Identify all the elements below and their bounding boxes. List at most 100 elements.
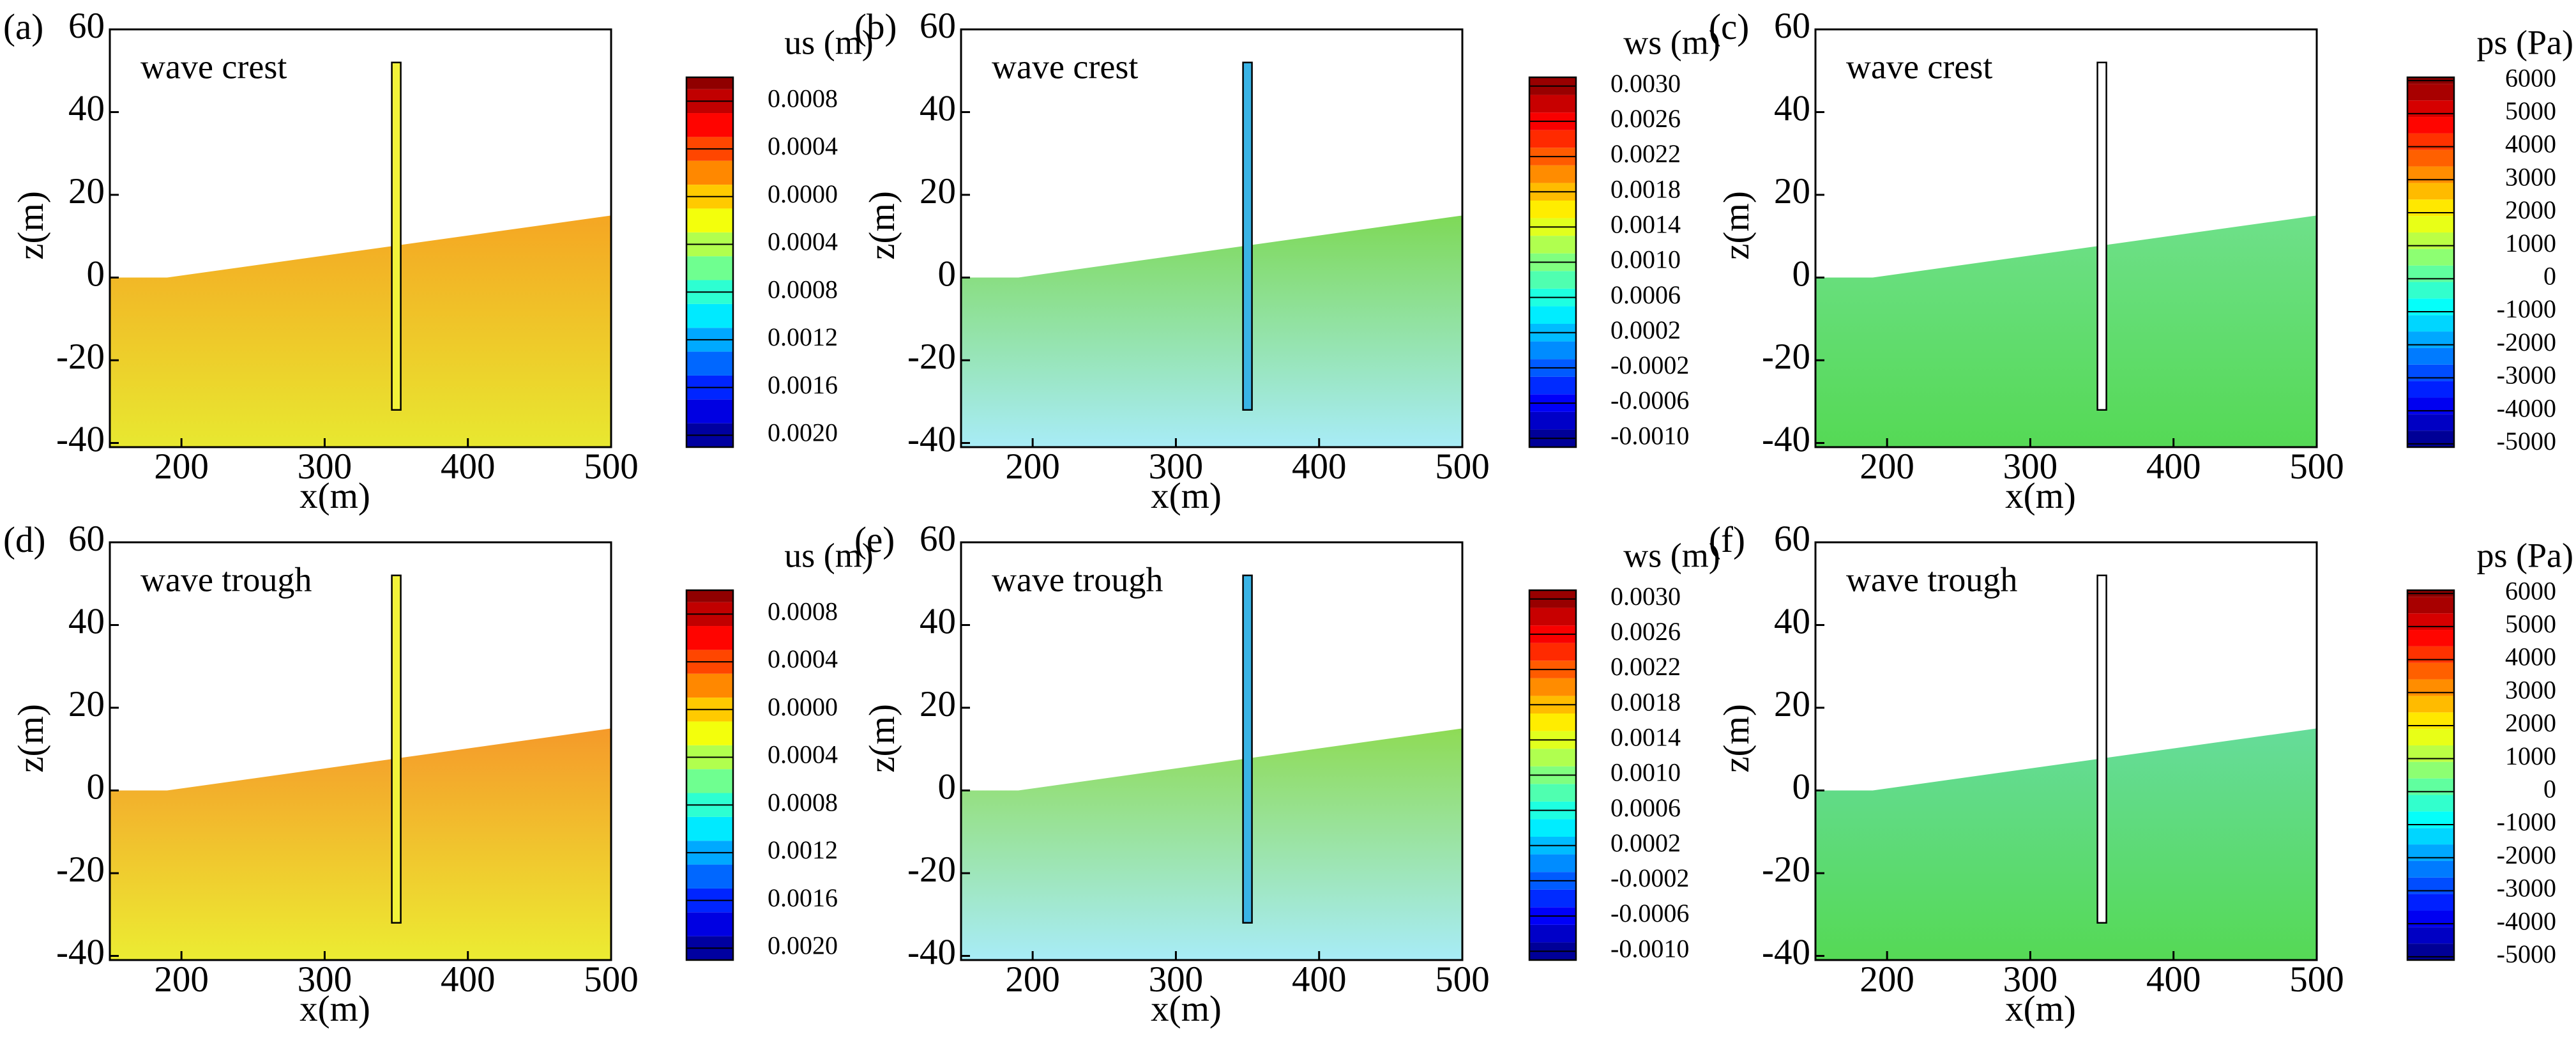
pile	[1242, 61, 1253, 411]
colorbar-tick-label: 4000	[2505, 643, 2556, 671]
colorbar-band	[1529, 130, 1576, 148]
colorbar-band	[2407, 117, 2454, 133]
colorbar-tick-label: -0.0002	[1610, 864, 1689, 892]
colorbar-tick-label: 0.0020	[768, 418, 838, 446]
colorbar-band	[1529, 306, 1576, 324]
panel-title: wave crest	[992, 47, 1138, 86]
colorbar-band	[686, 864, 733, 889]
colorbar-band	[2407, 133, 2454, 150]
y-tick-label: -40	[907, 933, 956, 973]
colorbar-band	[2407, 248, 2454, 266]
colorbar-band	[2407, 149, 2454, 167]
y-tick-label: 0	[87, 767, 105, 807]
colorbar-band	[2407, 662, 2454, 680]
plot-frame	[960, 28, 1464, 448]
colorbar-tick-label: 1000	[2505, 229, 2556, 257]
y-axis-label: z(m)	[862, 191, 902, 260]
colorbar-tick-label: -0.0002	[1610, 351, 1689, 379]
colorbar-tick-label: 0.0030	[1610, 582, 1681, 611]
colorbar-tick-label: 0.0002	[1610, 828, 1681, 857]
colorbar-band	[1529, 749, 1576, 767]
colorbar-band	[686, 673, 733, 698]
colorbar-band	[1529, 95, 1576, 113]
colorbar-tick-label: 5000	[2505, 609, 2556, 638]
colorbar-band	[686, 113, 733, 137]
y-tick-label: 0	[1792, 767, 1811, 807]
pile	[391, 61, 402, 411]
colorbar-label: ps (Pa)	[2477, 23, 2573, 61]
colorbar-band	[2407, 630, 2454, 646]
colorbar-tick-label: 1000	[2505, 742, 2556, 770]
y-tick-label: -20	[907, 337, 956, 377]
colorbar-tick-label: 6000	[2505, 63, 2556, 92]
colorbar-band	[2407, 298, 2454, 316]
x-tick-label: 400	[441, 959, 496, 1000]
x-tick-label: 500	[2289, 959, 2344, 1000]
colorbar-tick-label: 0.0002	[1610, 316, 1681, 344]
x-axis-label: x(m)	[299, 476, 370, 516]
y-tick-label: 0	[938, 767, 957, 807]
pile	[391, 574, 402, 924]
panel-title: wave trough	[140, 560, 312, 599]
colorbar-band	[1529, 411, 1576, 430]
colorbar-band	[2407, 877, 2454, 894]
colorbar-tick-label: -4000	[2497, 906, 2556, 935]
colorbar-frame	[685, 589, 734, 961]
y-tick-label: 40	[68, 89, 105, 129]
colorbar-band	[1529, 236, 1576, 254]
x-tick-label: 300	[1149, 446, 1204, 487]
colorbar-band	[2407, 729, 2454, 745]
x-axis-label: x(m)	[299, 989, 370, 1029]
panel-label: (b)	[854, 7, 897, 47]
colorbar-band	[2407, 828, 2454, 845]
colorbar-tick-label: 4000	[2505, 130, 2556, 158]
x-tick-label: 200	[154, 446, 209, 487]
plot-frame	[960, 541, 1464, 961]
field	[961, 215, 1462, 447]
colorbar-band	[2407, 943, 2454, 960]
y-tick-label: 60	[1774, 519, 1810, 559]
colorbar-band	[2407, 613, 2454, 630]
colorbar-band	[2407, 166, 2454, 183]
y-tick-label: 0	[938, 254, 957, 294]
y-tick-label: 40	[920, 89, 956, 129]
colorbar-band	[686, 303, 733, 328]
y-tick-label: 40	[1774, 89, 1810, 129]
y-tick-label: 20	[920, 171, 956, 211]
colorbar-band	[1529, 165, 1576, 183]
colorbar-tick-label: 0.0010	[1610, 758, 1681, 787]
x-axis-label: x(m)	[2005, 476, 2076, 516]
colorbar-tick-label: 5000	[2505, 96, 2556, 125]
field	[110, 215, 611, 447]
y-tick-label: -20	[56, 337, 105, 377]
colorbar-tick-label: -3000	[2497, 361, 2556, 390]
panel-title: wave crest	[140, 47, 287, 86]
colorbar-tick-label: -0.0006	[1610, 386, 1689, 415]
field	[1815, 728, 2317, 960]
panel-label: (c)	[1709, 7, 1749, 47]
y-tick-label: 40	[68, 602, 105, 642]
colorbar-band	[2407, 844, 2454, 861]
colorbar-band	[686, 160, 733, 185]
x-tick-label: 300	[298, 959, 352, 1000]
colorbar-tick-label: 0.0014	[1610, 210, 1681, 239]
colorbar-band	[2407, 778, 2454, 795]
colorbar-tick-label: 0.0022	[1610, 139, 1681, 168]
y-tick-label: 40	[920, 602, 956, 642]
colorbar-tick-label: 0.0004	[768, 740, 838, 769]
colorbar-band	[686, 77, 733, 89]
colorbar-band	[1529, 201, 1576, 218]
y-tick-label: -40	[907, 420, 956, 460]
colorbar-band	[1529, 643, 1576, 661]
colorbar-band	[2407, 431, 2454, 447]
colorbar-frame	[685, 76, 734, 448]
y-axis-label: z(m)	[862, 704, 902, 773]
colorbar-tick-label: 0.0014	[1610, 723, 1681, 752]
colorbar-tick-label: -4000	[2497, 393, 2556, 422]
colorbar-band	[2407, 811, 2454, 828]
colorbar-tick-label: 0.0012	[768, 323, 838, 351]
panel-label: (a)	[3, 7, 43, 47]
pile	[2096, 574, 2107, 924]
colorbar-band	[686, 351, 733, 376]
